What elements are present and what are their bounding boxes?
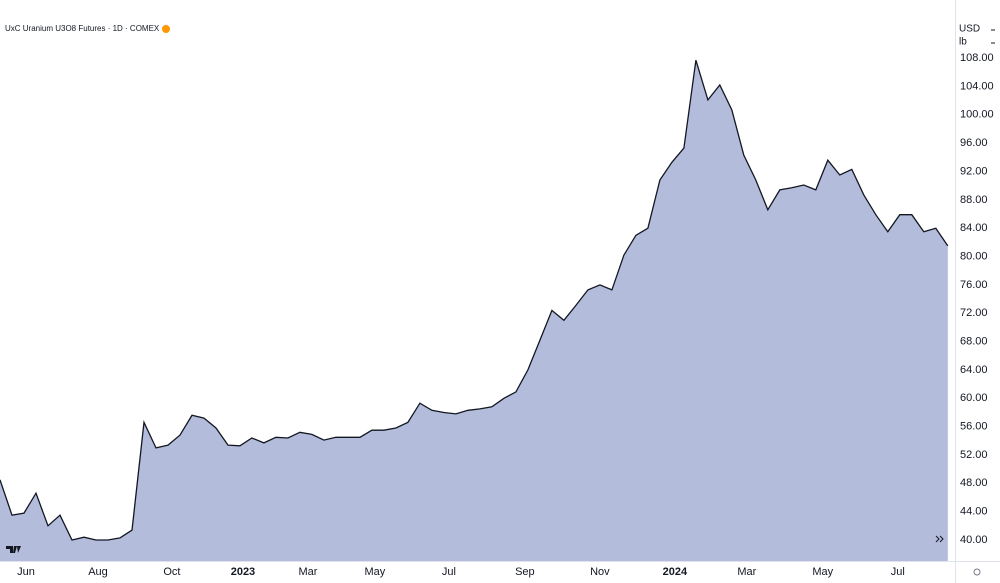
y-tick-label: 84.00	[960, 222, 988, 234]
x-tick-label: 2023	[231, 566, 255, 578]
price-line	[0, 60, 949, 541]
x-tick-label: Mar	[298, 566, 317, 578]
y-tick-label: 96.00	[960, 137, 988, 149]
y-tick-label: 40.00	[960, 534, 988, 546]
unit[interactable]: lb	[959, 37, 967, 48]
scroll-button[interactable]	[935, 535, 944, 543]
x-tick-label: 2024	[663, 566, 688, 578]
y-tick-label: 60.00	[960, 392, 988, 404]
y-tick-label: 52.00	[960, 449, 988, 461]
x-tick-label: Oct	[163, 566, 180, 578]
y-tick-label: 100.00	[960, 109, 994, 121]
y-tick-label: 44.00	[960, 506, 988, 518]
x-tick-label: Sep	[515, 566, 535, 578]
y-tick-label: 48.00	[960, 477, 988, 489]
y-tick-label: 80.00	[960, 250, 988, 262]
y-tick-label: 104.00	[960, 80, 994, 92]
y-tick-label: 72.00	[960, 307, 988, 319]
settings-button[interactable]	[973, 568, 981, 576]
y-tick-label: 68.00	[960, 335, 988, 347]
x-tick-label: Jun	[17, 566, 35, 578]
x-tick-label: Jul	[891, 566, 905, 578]
y-tick-label: 92.00	[960, 165, 988, 177]
dropdown-icons	[991, 29, 995, 44]
y-tick-label: 108.00	[960, 52, 994, 64]
plot-area	[0, 60, 949, 561]
delay-badge	[162, 25, 170, 33]
x-tick-label: Jul	[442, 566, 456, 578]
chart-title: UxC Uranium U3O8 Futures · 1D · COMEX	[5, 24, 160, 33]
y-tick-label: 56.00	[960, 421, 988, 433]
y-tick-label: 88.00	[960, 194, 988, 206]
tv-logo	[6, 546, 21, 553]
y-tick-label: 64.00	[960, 364, 988, 376]
x-tick-label: Aug	[88, 566, 108, 578]
currency[interactable]: USD	[959, 24, 980, 35]
x-tick-label: May	[812, 566, 833, 578]
x-tick-label: Nov	[590, 566, 610, 578]
y-tick-label: 76.00	[960, 279, 988, 291]
x-tick-label: Mar	[737, 566, 756, 578]
x-tick-label: May	[365, 566, 386, 578]
area-fill	[0, 60, 948, 561]
